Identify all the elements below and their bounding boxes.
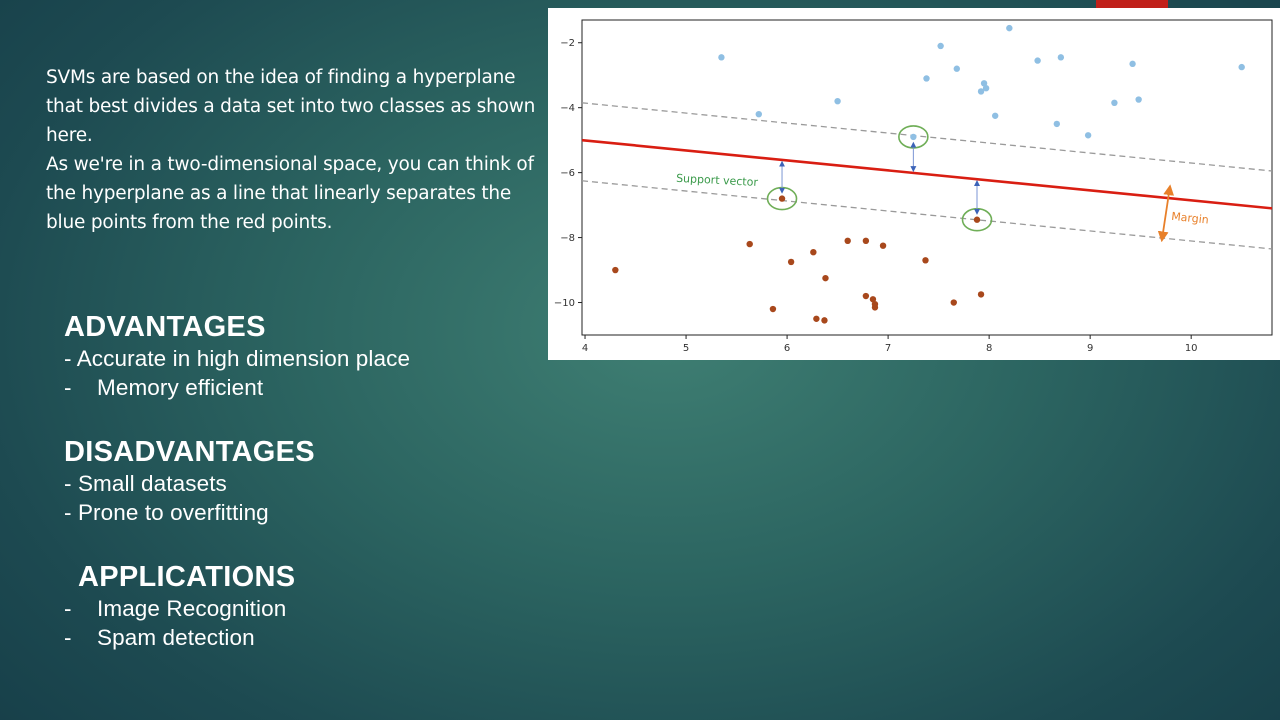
disadvantages-item: - Small datasets [64,471,227,496]
applications-section: APPLICATIONS - Image Recognition - Spam … [64,560,295,652]
plot-frame [581,19,1273,336]
y-tick-label: −6 [560,168,575,179]
x-tick-label: 8 [986,343,992,354]
advantages-heading: ADVANTAGES [64,311,266,343]
disadvantages-item: - Prone to overfitting [64,500,269,525]
applications-item: - Spam detection [64,625,255,650]
x-tick-label: 5 [683,343,689,354]
blue-point [755,110,762,118]
blue-point [980,80,988,87]
red-point [950,299,957,306]
red-point [977,291,985,298]
red-point [787,258,795,266]
svm-figure: 4 5 6 7 8 9 10 −2 −4 −6 −8 −10 Support vector Margin [548,8,1280,360]
support-vector-label: Support vector [676,172,759,189]
margin-line-lower [581,180,1273,250]
blue-point [1034,57,1041,64]
red-point [922,257,929,264]
red-point [746,240,753,248]
y-tick-label: −2 [560,38,575,49]
red-point [973,216,981,223]
red-point [822,274,829,282]
red-point [879,242,887,249]
y-tick-label: −8 [560,233,575,244]
blue-point [977,88,985,95]
hyperplane-line [581,138,1273,210]
x-tick-label: 7 [885,343,891,354]
blue-point [937,42,944,50]
red-point [778,195,786,202]
advantages-item: - Memory efficient [64,375,264,400]
blue-point [923,75,930,82]
red-point [871,304,879,311]
blue-point [1006,24,1013,32]
red-point [862,237,870,245]
margin-arrow [1157,184,1175,243]
red-point [810,248,817,256]
red-point [869,296,877,303]
blue-point [1053,120,1061,128]
intro-text: SVMs are based on the idea of finding a … [46,66,536,233]
advantages-item: - Accurate in high dimension place [64,346,411,371]
margin-label: Margin [1171,210,1210,227]
disadvantages-section: DISADVANTAGES - Small datasets - Prone t… [64,435,315,527]
applications-heading: APPLICATIONS [78,561,296,593]
blue-point [718,54,725,61]
svm-scatter-chart: 4 5 6 7 8 9 10 −2 −4 −6 −8 −10 Support vector Margin [554,19,1273,354]
blue-point [1057,54,1065,61]
x-tick-label: 4 [582,343,588,354]
blue-point [1135,96,1142,103]
blue-point [1084,132,1092,139]
disadvantages-heading: DISADVANTAGES [64,436,315,468]
y-tick-label: −4 [560,103,575,114]
red-point [862,292,870,300]
y-tick-label: −10 [554,298,575,309]
red-point [769,305,777,313]
accent-tab [1096,0,1168,8]
advantages-section: ADVANTAGES - Accurate in high dimension … [64,310,410,402]
blue-point [910,133,917,141]
blue-point [1111,99,1118,107]
x-tick-label: 10 [1185,343,1198,354]
blue-point [953,65,961,72]
red-point [821,317,828,324]
red-point [612,266,619,274]
margin-line-upper [581,102,1273,172]
red-point [813,315,820,322]
applications-item: - Image Recognition [64,596,287,621]
blue-point [991,112,999,119]
blue-point [1238,63,1245,71]
red-point [844,237,851,245]
blue-point [834,97,841,105]
blue-point [982,84,990,92]
x-tick-label: 9 [1087,343,1093,354]
blue-point [1129,60,1136,68]
x-tick-label: 6 [784,343,790,354]
